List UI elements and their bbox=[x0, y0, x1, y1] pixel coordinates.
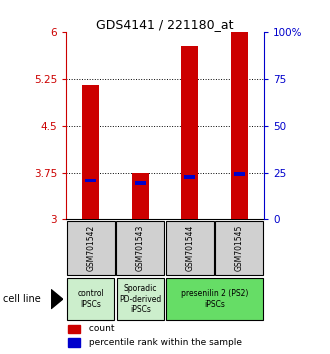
Bar bbox=[68, 338, 80, 347]
Bar bbox=[68, 325, 80, 333]
Bar bbox=[166, 278, 263, 320]
Polygon shape bbox=[51, 290, 63, 309]
Bar bbox=[117, 278, 163, 320]
Text: GSM701542: GSM701542 bbox=[86, 225, 95, 271]
Text: percentile rank within the sample: percentile rank within the sample bbox=[86, 338, 242, 347]
Bar bbox=[166, 221, 214, 275]
Text: cell line: cell line bbox=[3, 294, 41, 304]
Text: GSM701545: GSM701545 bbox=[235, 224, 244, 271]
Text: control
IPSCs: control IPSCs bbox=[77, 290, 104, 309]
Bar bbox=[215, 221, 263, 275]
Bar bbox=[82, 85, 99, 219]
Bar bbox=[132, 172, 149, 219]
Bar bbox=[135, 182, 146, 185]
Bar bbox=[184, 175, 195, 179]
Bar bbox=[116, 221, 164, 275]
Bar bbox=[67, 278, 114, 320]
Bar bbox=[181, 46, 198, 219]
Text: Sporadic
PD-derived
iPSCs: Sporadic PD-derived iPSCs bbox=[119, 284, 161, 314]
Bar bbox=[231, 32, 248, 219]
Text: GSM701543: GSM701543 bbox=[136, 224, 145, 271]
Text: count: count bbox=[86, 324, 114, 333]
Text: presenilin 2 (PS2)
iPSCs: presenilin 2 (PS2) iPSCs bbox=[181, 290, 248, 309]
Bar bbox=[85, 179, 96, 182]
Text: GSM701544: GSM701544 bbox=[185, 224, 194, 271]
Bar bbox=[67, 221, 115, 275]
Title: GDS4141 / 221180_at: GDS4141 / 221180_at bbox=[96, 18, 234, 31]
Bar bbox=[234, 172, 245, 176]
